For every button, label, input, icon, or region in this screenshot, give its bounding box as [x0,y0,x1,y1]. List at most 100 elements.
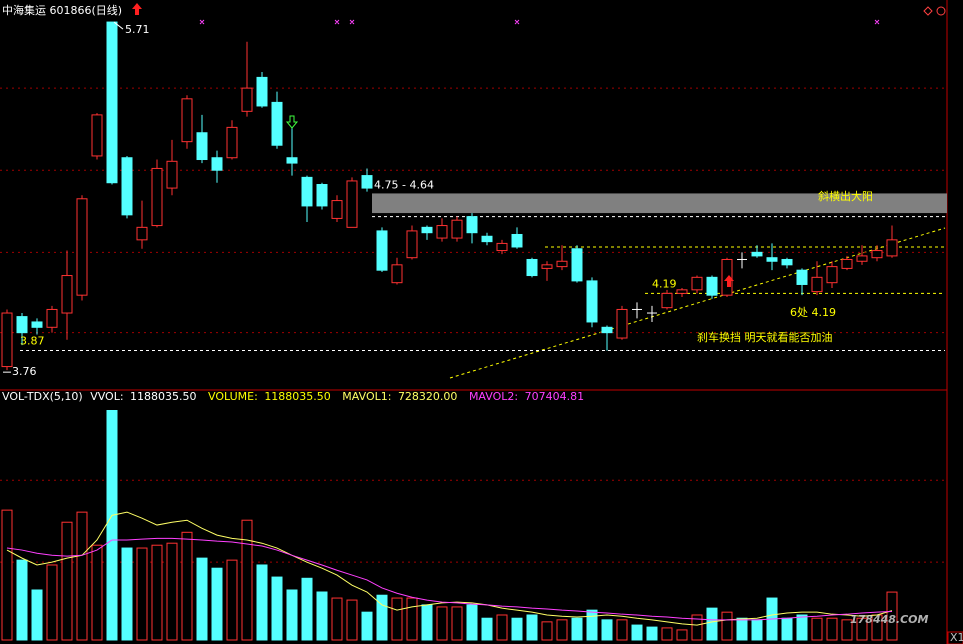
marks-layer [1,21,898,641]
candle-body [436,225,448,239]
candle-body [496,242,508,252]
candle-body [316,184,328,207]
candle-body [796,269,808,285]
candle-body [226,126,238,159]
volume-bar [76,511,88,641]
volume-bar [61,521,73,641]
volume-bar [841,619,853,641]
candle-body [466,216,478,234]
candle-body [1,312,13,368]
candle-body [871,250,883,259]
trend-line [449,227,946,379]
candle-body [166,160,178,189]
volume-bar [661,627,673,641]
candle-body [76,198,88,296]
candle-body [811,276,823,293]
readout-name: MAVOL2: [469,390,518,403]
volume-bar [181,531,193,641]
volume-bar [811,617,823,641]
volume-bar [586,609,598,641]
support-label: 4.19 [652,277,677,290]
volume-bar [781,617,793,641]
candle-body [91,114,103,157]
support-label: 3.87 [20,335,45,348]
candle-body [151,167,163,227]
ma-line [6,537,893,621]
volume-bar [571,617,583,641]
volume-header: VOL-TDX(5,10) VVOL: 1188035.50 VOLUME: 1… [2,390,584,403]
readout-value: 728320.00 [398,390,458,403]
volume-bar [16,559,28,641]
readout-value: 1188035.50 [264,390,330,403]
volume-bar [751,619,763,641]
candle-body [721,258,733,296]
icon[interactable] [923,6,933,16]
candle-body [421,226,433,234]
candle-body [31,321,43,328]
candle-body [136,226,148,241]
candle-body [376,230,388,271]
candle-body [781,258,793,266]
volume-bar [256,564,268,641]
readout-name: VOLUME: [208,390,258,403]
volume-bar [631,624,643,641]
readout-name: VVOL: [90,390,123,403]
candle-body [706,276,718,296]
volume-bar [241,519,253,641]
volume-bar [31,589,43,641]
corner-label[interactable]: X1 [950,631,963,644]
annotation: 斜横出大阳 [818,189,873,203]
high-label: 5.71 [125,23,150,36]
corner-box[interactable] [947,631,963,644]
volume-bar [886,591,898,641]
volume-bar [106,410,118,641]
candle-body [61,275,73,314]
volume-bar [511,617,523,641]
volume-bar [856,617,868,641]
candle-body [511,233,523,248]
annotation: 刹车换挡 明天就看能否加油 [697,330,833,344]
candle-body [121,157,133,216]
candle-body [541,264,553,269]
volume-title: VOL-TDX(5,10) [2,390,83,403]
volume-bar [706,607,718,641]
volume-bar [121,547,133,641]
volume-bar [286,589,298,641]
candle-body [841,258,853,269]
volume-bar [481,617,493,641]
volume-bar [541,621,553,641]
volume-bar [271,576,283,641]
candle-body [331,200,343,219]
candle-body [301,176,313,207]
candle-body [196,132,208,161]
candle-body [211,157,223,171]
volume-bar [721,611,733,641]
signal-arrow [132,3,142,15]
volume-bar [1,509,13,641]
candle-body [601,326,613,334]
candle-body [481,235,493,243]
candle-body [586,280,598,323]
candle-body [766,257,778,262]
candle-body [856,255,868,262]
candle-body [406,230,418,259]
candle-body [526,258,538,277]
candle-body [181,98,193,143]
candle-body [751,251,763,257]
high-pointer [113,21,124,30]
candle-body [886,239,898,257]
candle-body [346,180,358,228]
volume-bar [406,597,418,641]
candle-body [241,87,253,112]
candle-body [451,219,463,239]
volume-bar [46,564,58,641]
volume-bar [601,619,613,641]
volume-bar [496,614,508,641]
volume-bar [526,614,538,641]
readout-value: 1188035.50 [130,390,196,403]
icon[interactable] [936,6,946,16]
candle-body [616,308,628,339]
